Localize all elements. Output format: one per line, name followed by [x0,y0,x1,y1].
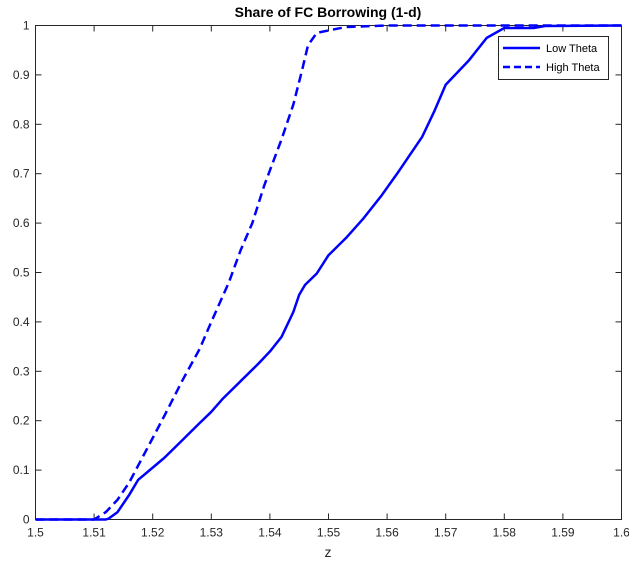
series-line-high-theta [35,24,622,521]
y-tick-label: 0.5 [13,266,30,280]
legend-label-high-theta: High Theta [546,62,600,74]
x-tick-label: 1.53 [200,526,224,540]
x-tick-label: 1.54 [258,526,282,540]
legend: Low Theta High Theta [498,36,609,80]
x-tick-label: 1.56 [375,526,399,540]
x-tick-label: 1.51 [82,526,106,540]
y-tick-label: 0.3 [13,364,30,378]
x-tick-label: 1.55 [317,526,341,540]
chart-title: Share of FC Borrowing (1-d) [235,4,422,20]
y-tick-label: 0 [23,513,30,527]
y-tick-label: 0.6 [13,216,30,230]
x-tick-label: 1.52 [141,526,165,540]
y-tick-label: 0.7 [13,167,30,181]
y-tick-labels: 0 0.1 0.2 0.3 0.4 0.5 0.6 0.7 0.8 0.9 1 [13,19,30,527]
x-tick-label: 1.57 [434,526,458,540]
x-tick-labels: 1.5 1.51 1.52 1.53 1.54 1.55 1.56 1.57 1.58 1.59 1… [27,526,629,540]
plot-area [35,24,622,521]
series-line-low-theta [35,24,622,521]
x-tick-label: 1.59 [551,526,575,540]
y-tick-label: 0.4 [13,315,30,329]
x-axis-label: z [325,544,332,560]
x-tick-label: 1.5 [27,526,44,540]
x-tick-label: 1.6 [613,526,629,540]
axes-box [35,25,622,520]
y-tick-label: 1 [23,19,30,33]
y-tick-label: 0.1 [13,463,30,477]
y-tick-label: 0.9 [13,68,30,82]
legend-label-low-theta: Low Theta [546,43,598,55]
y-tick-label: 0.8 [13,117,30,131]
x-tick-label: 1.58 [493,526,517,540]
legend-box [498,36,609,80]
y-tick-label: 0.2 [13,414,30,428]
series-lines [35,24,622,521]
